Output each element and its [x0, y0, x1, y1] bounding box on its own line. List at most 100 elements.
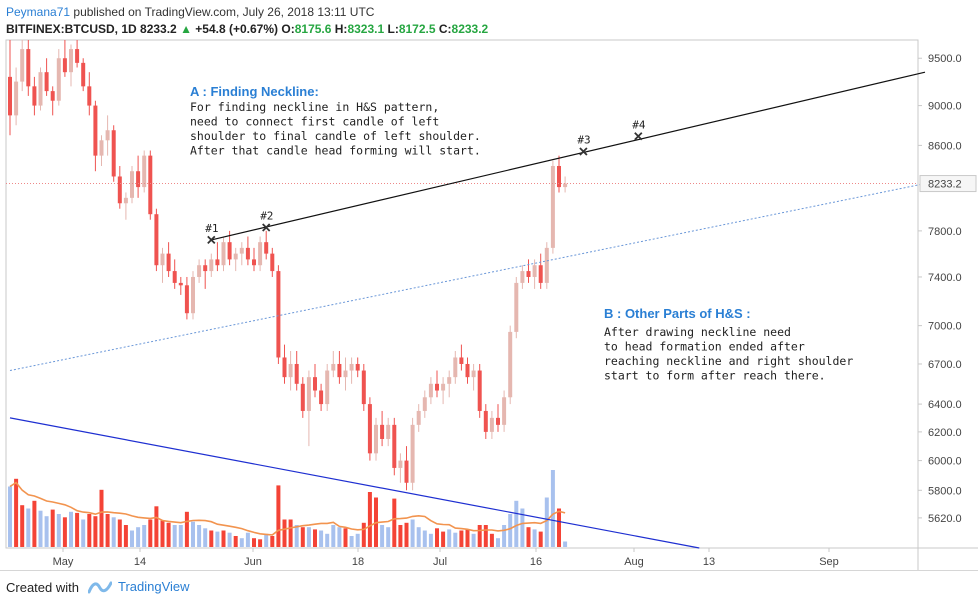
volume-bar — [428, 533, 433, 547]
candle-body — [300, 383, 305, 411]
candle-body — [502, 397, 507, 425]
candle-body — [276, 271, 281, 358]
volume-bar — [215, 531, 220, 547]
candle-body — [197, 265, 202, 277]
volume-bar — [239, 538, 244, 547]
volume-bar — [172, 525, 177, 547]
publish-info: published on TradingView.com, July 26, 2… — [73, 5, 375, 19]
candle-body — [14, 81, 19, 116]
annotation-a-line: need to connect first candle of left — [190, 115, 439, 129]
candle-body — [62, 58, 67, 73]
point-marker-icon[interactable] — [207, 235, 216, 245]
volume-bar — [203, 528, 208, 547]
candle-body — [215, 259, 220, 266]
volume-bar — [93, 516, 98, 547]
x-tick-label: Aug — [624, 556, 644, 568]
volume-bar — [361, 522, 366, 547]
y-tick-label: 7400.0 — [928, 272, 962, 284]
candle-body — [56, 58, 61, 101]
candle-body — [471, 370, 476, 378]
candle-body — [428, 383, 433, 398]
low-value: 8172.5 — [398, 22, 436, 36]
low-label: L: — [387, 22, 399, 36]
candle-body — [453, 357, 458, 378]
volume-bar — [56, 514, 61, 547]
candle-body — [496, 417, 500, 425]
volume-bar — [508, 514, 513, 547]
volume-bar — [264, 533, 269, 547]
point-marker-icon[interactable] — [634, 132, 643, 141]
volume-bar — [50, 509, 55, 547]
volume-bar — [75, 512, 80, 547]
volume-bar — [221, 530, 226, 547]
price-change: +54.8 (+0.67%) — [195, 22, 279, 36]
candle-body — [38, 72, 43, 106]
candle-body — [239, 247, 244, 254]
annotation-a-title: A : Finding Neckline: — [190, 84, 319, 99]
candle-body — [245, 247, 250, 260]
volume-bar — [386, 527, 391, 547]
volume-bar — [502, 525, 507, 547]
author-link[interactable]: Peymana71 — [6, 5, 71, 19]
neckline[interactable] — [211, 71, 926, 241]
volume-bar — [32, 500, 37, 547]
symbol-name[interactable]: BITFINEX:BTCUSD, 1D — [6, 22, 137, 36]
candle-body — [44, 72, 49, 92]
tradingview-link[interactable]: TradingView — [88, 579, 190, 594]
candle-body — [184, 285, 189, 314]
volume-bar — [184, 511, 189, 547]
point-label: #4 — [632, 118, 646, 131]
candle-body — [563, 183, 568, 188]
candle-body — [209, 259, 214, 272]
candle-body — [398, 460, 403, 468]
volume-moving-average — [9, 481, 566, 536]
volume-bar — [544, 497, 549, 547]
volume-bar — [380, 525, 385, 547]
volume-bar — [252, 538, 256, 547]
x-tick-label: Sep — [819, 556, 839, 568]
volume-bar — [81, 519, 86, 547]
close-label: C: — [438, 22, 452, 36]
plot-frame — [5, 39, 919, 549]
x-tick-label: 13 — [703, 556, 715, 568]
volume-bar — [20, 505, 25, 547]
volume-bar — [526, 527, 531, 547]
annotation-a-line: shoulder to final candle of left shoulde… — [190, 129, 481, 143]
point-marker-icon[interactable] — [262, 223, 271, 232]
candle-body — [306, 377, 311, 411]
candle-body — [20, 49, 25, 82]
volume-bar — [477, 525, 482, 547]
candle-body — [75, 49, 80, 63]
symbol-legend: BITFINEX:BTCUSD, 1D 8233.2 ▲ +54.8 (+0.6… — [6, 21, 488, 38]
volume-bar — [227, 532, 232, 547]
point-label: #3 — [577, 134, 590, 147]
candle-body — [142, 155, 147, 188]
candle-body — [26, 49, 31, 87]
volume-bar — [331, 525, 336, 547]
candle-body — [465, 363, 470, 378]
volume-bar — [514, 500, 519, 547]
candle-body — [288, 363, 293, 378]
y-tick-label: 9000.0 — [928, 101, 962, 113]
y-tick-label: 7000.0 — [928, 321, 962, 333]
volume-bar — [26, 508, 31, 547]
volume-bar — [422, 530, 427, 547]
open-label: O: — [281, 22, 295, 36]
volume-bar — [306, 527, 311, 547]
price-chart[interactable]: #1 #2 #3 #4 A : Finding Neckline:For finding… — [0, 0, 978, 570]
candle-body — [416, 410, 421, 425]
volume-bar — [349, 536, 354, 547]
candle-body — [422, 397, 427, 411]
candle-body — [111, 130, 116, 177]
candle-body — [154, 214, 159, 266]
point-marker-icon[interactable] — [579, 147, 588, 156]
volume-bar — [410, 519, 415, 547]
candle-body — [166, 253, 171, 272]
annotation-b-line: reaching neckline and right shoulder — [604, 354, 853, 368]
volume-bar — [233, 536, 238, 547]
volume-trend-line[interactable] — [9, 417, 700, 549]
volume-bar — [557, 508, 561, 547]
volume-bar — [355, 533, 360, 547]
open-value: 8175.6 — [294, 22, 332, 36]
candle-body — [50, 91, 55, 101]
